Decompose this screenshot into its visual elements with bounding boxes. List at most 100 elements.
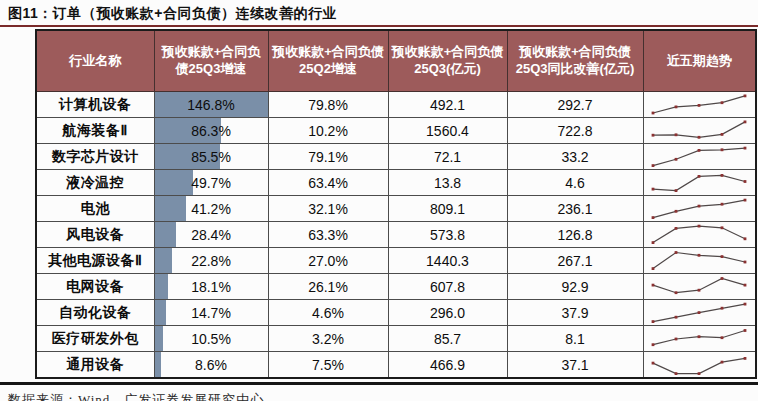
q2-growth-cell: 10.2% (268, 118, 388, 144)
q3-amount-cell: 492.1 (388, 92, 507, 118)
table-row: 自动化设备14.7%4.6%296.037.9 (36, 300, 756, 326)
column-header-q3-amount: 预收账款+合同负债25Q3(亿元) (388, 30, 507, 92)
sparkline-marker (721, 306, 724, 309)
sparkline-marker (721, 202, 724, 205)
q3-growth-cell: 14.7% (154, 300, 268, 326)
yoy-improvement-cell: 267.1 (507, 248, 643, 274)
q3-growth-value: 146.8% (187, 97, 234, 113)
sparkline-marker (675, 157, 678, 160)
q3-growth-cell: 85.5% (154, 144, 268, 170)
trend-cell (643, 118, 756, 144)
sparkline-marker (744, 180, 747, 183)
trend-cell (643, 222, 756, 248)
sparkline-marker (744, 198, 747, 201)
industry-cell: 自动化设备 (36, 300, 154, 326)
sparkline-marker (675, 337, 678, 340)
header-row: 行业名称 预收账款+合同负债25Q3增速 预收账款+合同负债25Q2增速 预收账… (36, 30, 756, 92)
q3-amount-cell: 809.1 (388, 196, 507, 222)
q3-growth-cell: 49.7% (154, 170, 268, 196)
figure-title: 图11：订单（预收账款+合同负债）连续改善的行业 (0, 0, 758, 25)
industry-cell: 电池 (36, 196, 154, 222)
table-row: 液冷温控49.7%63.4%13.84.6 (36, 170, 756, 196)
q3-growth-value: 86.3% (191, 123, 231, 139)
sparkline-marker (652, 361, 655, 364)
q3-growth-cell: 86.3% (154, 118, 268, 144)
table-body: 计算机设备146.8%79.8%492.1292.7航海装备Ⅱ86.3%10.2… (36, 92, 756, 379)
industry-table: 行业名称 预收账款+合同负债25Q3增速 预收账款+合同负债25Q2增速 预收账… (35, 29, 757, 379)
sparkline-marker (721, 360, 724, 363)
column-header-q3-growth: 预收账款+合同负债25Q3增速 (154, 30, 268, 92)
table-row: 数字芯片设计85.5%79.1%72.133.2 (36, 144, 756, 170)
trend-sparkline (645, 353, 753, 377)
sparkline-marker (698, 204, 701, 207)
trend-cell (643, 352, 756, 379)
q2-growth-cell: 27.0% (268, 248, 388, 274)
sparkline-marker (652, 320, 655, 323)
sparkline-marker (652, 133, 655, 136)
q3-amount-cell: 607.8 (388, 274, 507, 300)
footer-divider (0, 382, 758, 385)
table-row: 电网设备18.1%26.1%607.892.9 (36, 274, 756, 300)
sparkline-marker (744, 283, 747, 286)
q3-amount-cell: 13.8 (388, 170, 507, 196)
sparkline-marker (721, 101, 724, 104)
growth-data-bar (155, 274, 169, 299)
table-row: 计算机设备146.8%79.8%492.1292.7 (36, 92, 756, 118)
trend-sparkline (645, 327, 753, 351)
q3-growth-value: 85.5% (191, 149, 231, 165)
sparkline-marker (744, 357, 747, 360)
sparkline-marker (675, 291, 678, 294)
trend-sparkline (645, 223, 753, 247)
q3-growth-value: 28.4% (191, 227, 231, 243)
growth-data-bar (155, 300, 166, 325)
sparkline-marker (744, 302, 747, 305)
yoy-improvement-cell: 722.8 (507, 118, 643, 144)
q2-growth-cell: 32.1% (268, 196, 388, 222)
q3-amount-cell: 573.8 (388, 222, 507, 248)
q3-amount-cell: 1560.4 (388, 118, 507, 144)
yoy-improvement-cell: 292.7 (507, 92, 643, 118)
sparkline-marker (698, 372, 701, 375)
sparkline-marker (721, 174, 724, 177)
q3-growth-cell: 8.6% (154, 352, 268, 379)
q3-growth-value: 8.6% (195, 357, 227, 373)
q3-growth-value: 49.7% (191, 175, 231, 191)
sparkline-marker (698, 149, 701, 152)
sparkline-marker (675, 315, 678, 318)
q3-amount-cell: 466.9 (388, 352, 507, 379)
q2-growth-cell: 26.1% (268, 274, 388, 300)
sparkline-marker (675, 209, 678, 212)
q3-amount-cell: 296.0 (388, 300, 507, 326)
q2-growth-cell: 79.8% (268, 92, 388, 118)
sparkline-marker (721, 226, 724, 229)
sparkline-marker (698, 253, 701, 256)
trend-sparkline (645, 145, 753, 169)
growth-data-bar (155, 196, 187, 221)
yoy-improvement-cell: 37.1 (507, 352, 643, 379)
trend-cell (643, 300, 756, 326)
trend-cell (643, 274, 756, 300)
sparkline-marker (744, 146, 747, 149)
q2-growth-cell: 7.5% (268, 352, 388, 379)
growth-data-bar (155, 222, 177, 247)
sparkline-marker (721, 148, 724, 151)
title-underline (0, 25, 758, 27)
sparkline-marker (675, 105, 678, 108)
industry-cell: 航海装备Ⅱ (36, 118, 154, 144)
q3-growth-cell: 10.5% (154, 326, 268, 352)
trend-sparkline (645, 119, 753, 143)
q2-growth-cell: 79.1% (268, 144, 388, 170)
data-source: 数据来源：Wind，广发证券发展研究中心 (8, 391, 758, 401)
sparkline-marker (675, 251, 678, 254)
q2-growth-cell: 63.3% (268, 222, 388, 248)
sparkline-marker (698, 104, 701, 107)
q3-amount-cell: 85.7 (388, 326, 507, 352)
trend-cell (643, 144, 756, 170)
trend-cell (643, 170, 756, 196)
industry-cell: 医疗研发外包 (36, 326, 154, 352)
q3-growth-cell: 22.8% (154, 248, 268, 274)
sparkline-marker (698, 311, 701, 314)
yoy-improvement-cell: 126.8 (507, 222, 643, 248)
sparkline-marker (652, 111, 655, 114)
table-row: 其他电源设备Ⅱ22.8%27.0%1440.3267.1 (36, 248, 756, 274)
